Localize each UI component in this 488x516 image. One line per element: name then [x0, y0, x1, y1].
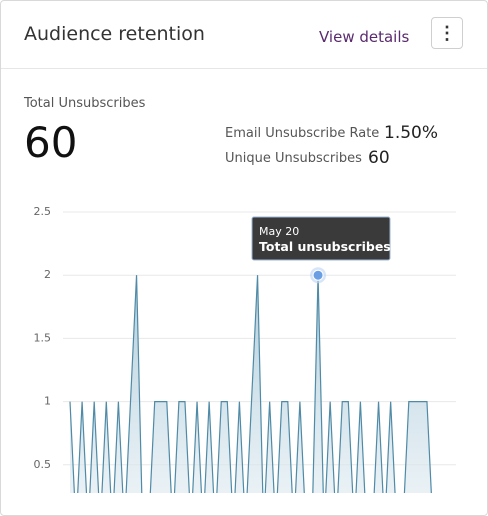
card-title: Audience retention	[24, 23, 205, 45]
rate-value: 1.50%	[384, 123, 439, 143]
tooltip-value: 2	[396, 239, 405, 254]
tooltip-text: Total unsubscribes:2	[259, 239, 404, 254]
more-menu-button[interactable]: ⋮	[431, 17, 463, 49]
y-tick-label: 2	[44, 268, 51, 281]
unique-label: Unique Unsubscribes	[225, 151, 362, 166]
rate-label: Email Unsubscribe Rate	[225, 126, 380, 141]
line	[69, 275, 432, 493]
card-header: Audience retention View details ⋮	[1, 1, 487, 69]
y-tick-label: 2.5	[34, 205, 52, 218]
total-value: 60	[24, 118, 78, 167]
y-tick-label: 1	[44, 395, 51, 408]
view-details-link[interactable]: View details	[319, 28, 410, 46]
tooltip-label: Total unsubscribes:	[259, 239, 396, 254]
total-label: Total Unsubscribes	[24, 96, 146, 111]
tooltip-box	[251, 216, 391, 261]
y-tick-label: 1.5	[34, 331, 52, 344]
tooltip-date: May 20	[259, 225, 299, 238]
active-point	[312, 269, 324, 281]
unique-value: 60	[368, 148, 390, 168]
y-tick-label: 0.5	[34, 458, 52, 471]
